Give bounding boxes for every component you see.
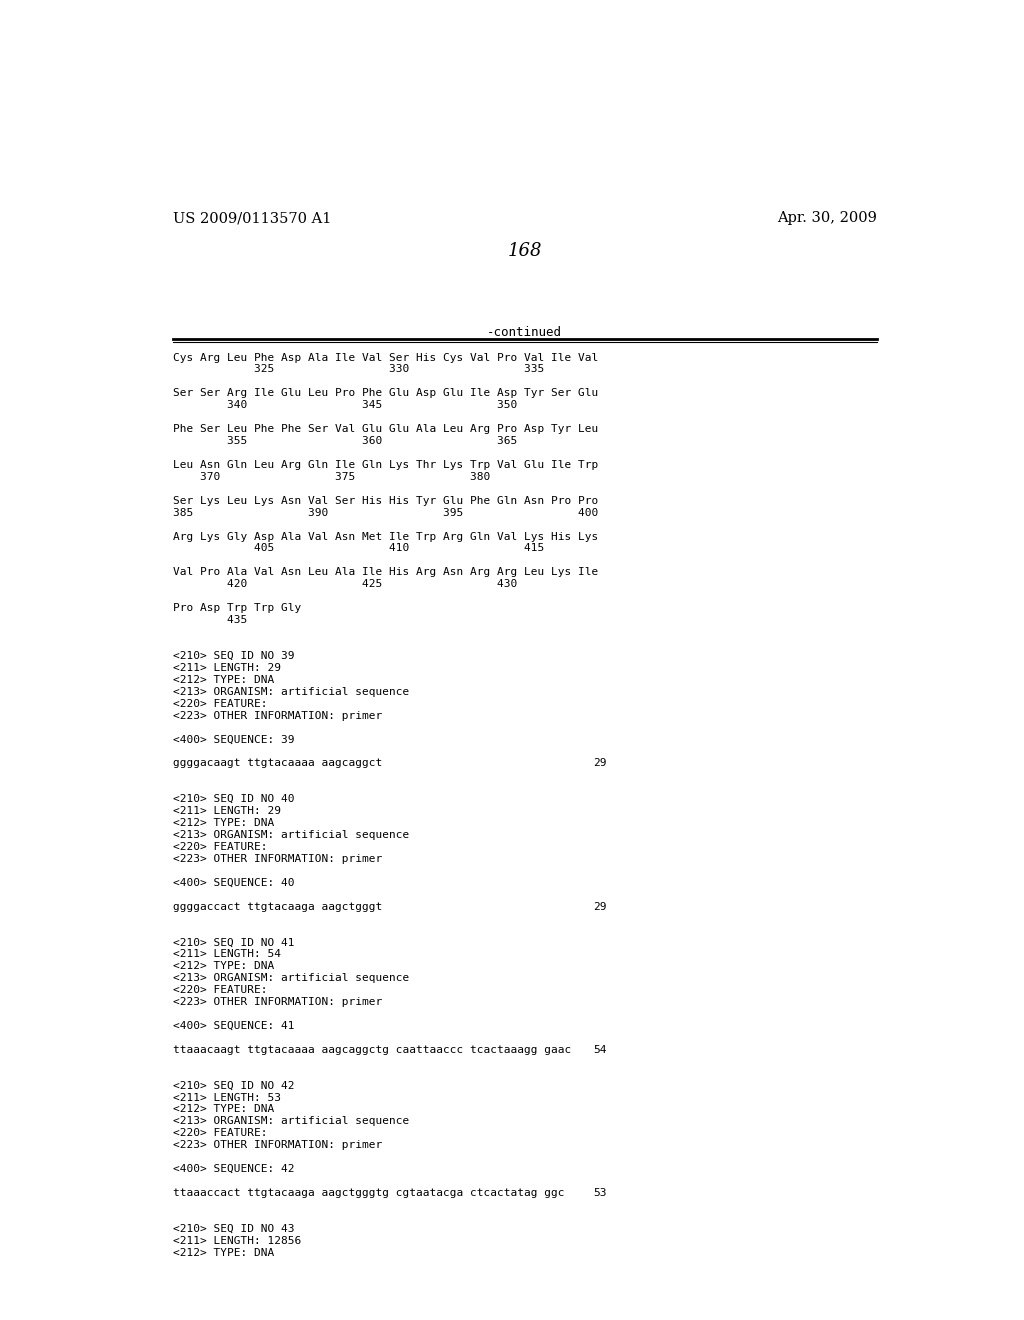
Text: Pro Asp Trp Trp Gly: Pro Asp Trp Trp Gly [173,603,301,614]
Text: <213> ORGANISM: artificial sequence: <213> ORGANISM: artificial sequence [173,830,410,840]
Text: <220> FEATURE:: <220> FEATURE: [173,985,267,995]
Text: ttaaacaagt ttgtacaaaa aagcaggctg caattaaccc tcactaaagg gaac: ttaaacaagt ttgtacaaaa aagcaggctg caattaa… [173,1044,571,1055]
Text: 435: 435 [173,615,247,626]
Text: ggggacaagt ttgtacaaaa aagcaggct: ggggacaagt ttgtacaaaa aagcaggct [173,758,382,768]
Text: <210> SEQ ID NO 42: <210> SEQ ID NO 42 [173,1081,295,1090]
Text: <211> LENGTH: 12856: <211> LENGTH: 12856 [173,1236,301,1246]
Text: <213> ORGANISM: artificial sequence: <213> ORGANISM: artificial sequence [173,1117,410,1126]
Text: 29: 29 [593,902,606,912]
Text: 168: 168 [508,242,542,260]
Text: <213> ORGANISM: artificial sequence: <213> ORGANISM: artificial sequence [173,686,410,697]
Text: <212> TYPE: DNA: <212> TYPE: DNA [173,818,274,828]
Text: <212> TYPE: DNA: <212> TYPE: DNA [173,1247,274,1258]
Text: 420                 425                 430: 420 425 430 [173,579,517,589]
Text: <210> SEQ ID NO 40: <210> SEQ ID NO 40 [173,795,295,804]
Text: 340                 345                 350: 340 345 350 [173,400,517,411]
Text: 355                 360                 365: 355 360 365 [173,436,517,446]
Text: 385                 390                 395                 400: 385 390 395 400 [173,508,598,517]
Text: <220> FEATURE:: <220> FEATURE: [173,842,267,851]
Text: 54: 54 [593,1044,606,1055]
Text: <220> FEATURE:: <220> FEATURE: [173,1129,267,1138]
Text: <210> SEQ ID NO 41: <210> SEQ ID NO 41 [173,937,295,948]
Text: <400> SEQUENCE: 41: <400> SEQUENCE: 41 [173,1020,295,1031]
Text: <211> LENGTH: 29: <211> LENGTH: 29 [173,807,281,816]
Text: Ser Ser Arg Ile Glu Leu Pro Phe Glu Asp Glu Ile Asp Tyr Ser Glu: Ser Ser Arg Ile Glu Leu Pro Phe Glu Asp … [173,388,598,399]
Text: 405                 410                 415: 405 410 415 [173,544,544,553]
Text: <211> LENGTH: 54: <211> LENGTH: 54 [173,949,281,960]
Text: <220> FEATURE:: <220> FEATURE: [173,698,267,709]
Text: 53: 53 [593,1188,606,1199]
Text: <210> SEQ ID NO 43: <210> SEQ ID NO 43 [173,1224,295,1234]
Text: <400> SEQUENCE: 39: <400> SEQUENCE: 39 [173,734,295,744]
Text: <211> LENGTH: 53: <211> LENGTH: 53 [173,1093,281,1102]
Text: Apr. 30, 2009: Apr. 30, 2009 [777,211,877,226]
Text: <223> OTHER INFORMATION: primer: <223> OTHER INFORMATION: primer [173,710,382,721]
Text: <210> SEQ ID NO 39: <210> SEQ ID NO 39 [173,651,295,661]
Text: <400> SEQUENCE: 40: <400> SEQUENCE: 40 [173,878,295,887]
Text: -continued: -continued [487,326,562,339]
Text: 325                 330                 335: 325 330 335 [173,364,544,375]
Text: <223> OTHER INFORMATION: primer: <223> OTHER INFORMATION: primer [173,997,382,1007]
Text: <223> OTHER INFORMATION: primer: <223> OTHER INFORMATION: primer [173,854,382,863]
Text: Arg Lys Gly Asp Ala Val Asn Met Ile Trp Arg Gln Val Lys His Lys: Arg Lys Gly Asp Ala Val Asn Met Ile Trp … [173,532,598,541]
Text: <212> TYPE: DNA: <212> TYPE: DNA [173,961,274,972]
Text: <213> ORGANISM: artificial sequence: <213> ORGANISM: artificial sequence [173,973,410,983]
Text: ggggaccact ttgtacaaga aagctgggt: ggggaccact ttgtacaaga aagctgggt [173,902,382,912]
Text: Cys Arg Leu Phe Asp Ala Ile Val Ser His Cys Val Pro Val Ile Val: Cys Arg Leu Phe Asp Ala Ile Val Ser His … [173,352,598,363]
Text: Phe Ser Leu Phe Phe Ser Val Glu Glu Ala Leu Arg Pro Asp Tyr Leu: Phe Ser Leu Phe Phe Ser Val Glu Glu Ala … [173,424,598,434]
Text: Val Pro Ala Val Asn Leu Ala Ile His Arg Asn Arg Arg Leu Lys Ile: Val Pro Ala Val Asn Leu Ala Ile His Arg … [173,568,598,577]
Text: <223> OTHER INFORMATION: primer: <223> OTHER INFORMATION: primer [173,1140,382,1150]
Text: <400> SEQUENCE: 42: <400> SEQUENCE: 42 [173,1164,295,1173]
Text: 370                 375                 380: 370 375 380 [173,471,490,482]
Text: Leu Asn Gln Leu Arg Gln Ile Gln Lys Thr Lys Trp Val Glu Ile Trp: Leu Asn Gln Leu Arg Gln Ile Gln Lys Thr … [173,459,598,470]
Text: 29: 29 [593,758,606,768]
Text: US 2009/0113570 A1: US 2009/0113570 A1 [173,211,332,226]
Text: Ser Lys Leu Lys Asn Val Ser His His Tyr Glu Phe Gln Asn Pro Pro: Ser Lys Leu Lys Asn Val Ser His His Tyr … [173,496,598,506]
Text: <212> TYPE: DNA: <212> TYPE: DNA [173,675,274,685]
Text: <211> LENGTH: 29: <211> LENGTH: 29 [173,663,281,673]
Text: <212> TYPE: DNA: <212> TYPE: DNA [173,1105,274,1114]
Text: ttaaaccact ttgtacaaga aagctgggtg cgtaatacga ctcactatag ggc: ttaaaccact ttgtacaaga aagctgggtg cgtaata… [173,1188,564,1199]
